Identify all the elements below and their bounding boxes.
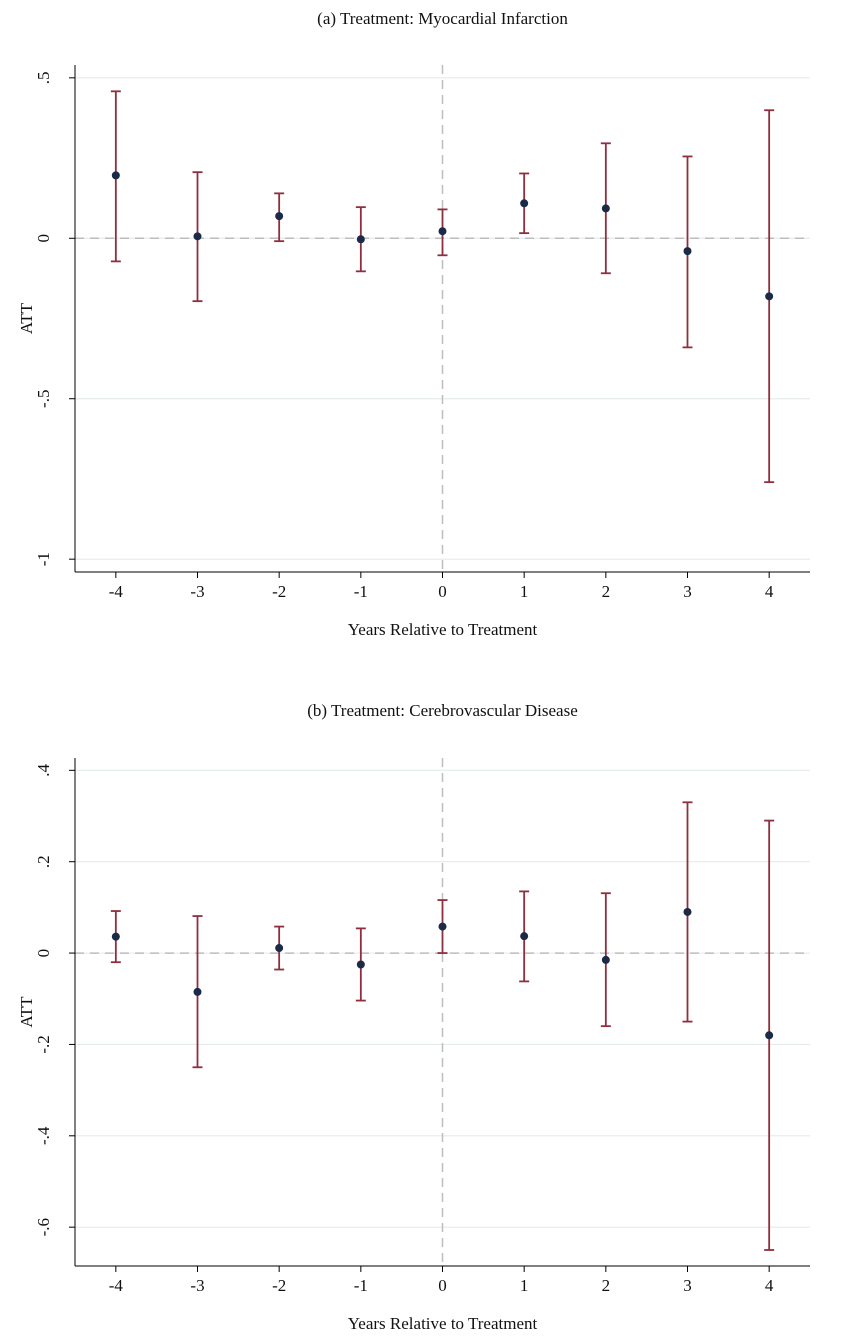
point-estimate: [765, 1031, 774, 1040]
x-tick-label: 0: [438, 582, 447, 601]
point-estimate: [683, 247, 692, 256]
x-tick-label: 4: [765, 1276, 774, 1295]
x-tick-label: -1: [354, 582, 368, 601]
y-tick-label: .4: [34, 763, 53, 776]
y-tick-label: -1: [34, 552, 53, 566]
x-tick-label: 3: [683, 582, 692, 601]
y-tick-label: -.2: [34, 1035, 53, 1053]
point-estimate: [438, 922, 447, 931]
x-tick-label: 2: [602, 1276, 611, 1295]
y-axis-label: ATT: [17, 996, 36, 1028]
point-estimate: [111, 932, 120, 941]
point-estimate: [520, 199, 529, 208]
point-estimate: [765, 292, 774, 301]
point-estimate: [275, 212, 284, 221]
point-estimate: [193, 987, 202, 996]
y-tick-label: .2: [34, 855, 53, 868]
x-axis-label: Years Relative to Treatment: [348, 1314, 538, 1333]
x-tick-label: 1: [520, 582, 529, 601]
x-tick-label: 4: [765, 582, 774, 601]
point-estimate: [601, 955, 610, 964]
point-estimate: [438, 227, 447, 236]
point-estimate: [683, 907, 692, 916]
y-tick-label: .5: [34, 71, 53, 84]
point-estimate: [601, 204, 610, 213]
y-tick-label: -.6: [34, 1218, 53, 1236]
x-tick-label: 3: [683, 1276, 692, 1295]
x-tick-label: -3: [190, 582, 204, 601]
x-tick-label: 2: [602, 582, 611, 601]
x-tick-label: -4: [109, 582, 124, 601]
point-estimate: [356, 235, 365, 244]
panel-title: (b) Treatment: Cerebrovascular Disease: [307, 701, 578, 720]
x-tick-label: 0: [438, 1276, 447, 1295]
x-axis-label: Years Relative to Treatment: [348, 620, 538, 639]
point-estimate: [193, 232, 202, 241]
x-tick-label: 1: [520, 1276, 529, 1295]
y-tick-label: -.4: [34, 1126, 53, 1145]
point-estimate: [520, 932, 529, 941]
x-tick-label: -2: [272, 1276, 286, 1295]
point-estimate: [356, 960, 365, 969]
y-tick-label: 0: [34, 949, 53, 958]
x-tick-label: -2: [272, 582, 286, 601]
panel-title: (a) Treatment: Myocardial Infarction: [317, 9, 568, 28]
x-tick-label: -3: [190, 1276, 204, 1295]
x-tick-label: -1: [354, 1276, 368, 1295]
y-tick-label: 0: [34, 234, 53, 243]
point-estimate: [111, 171, 120, 180]
y-tick-label: -.5: [34, 390, 53, 408]
point-estimate: [275, 944, 284, 953]
y-axis-label: ATT: [17, 302, 36, 334]
x-tick-label: -4: [109, 1276, 124, 1295]
